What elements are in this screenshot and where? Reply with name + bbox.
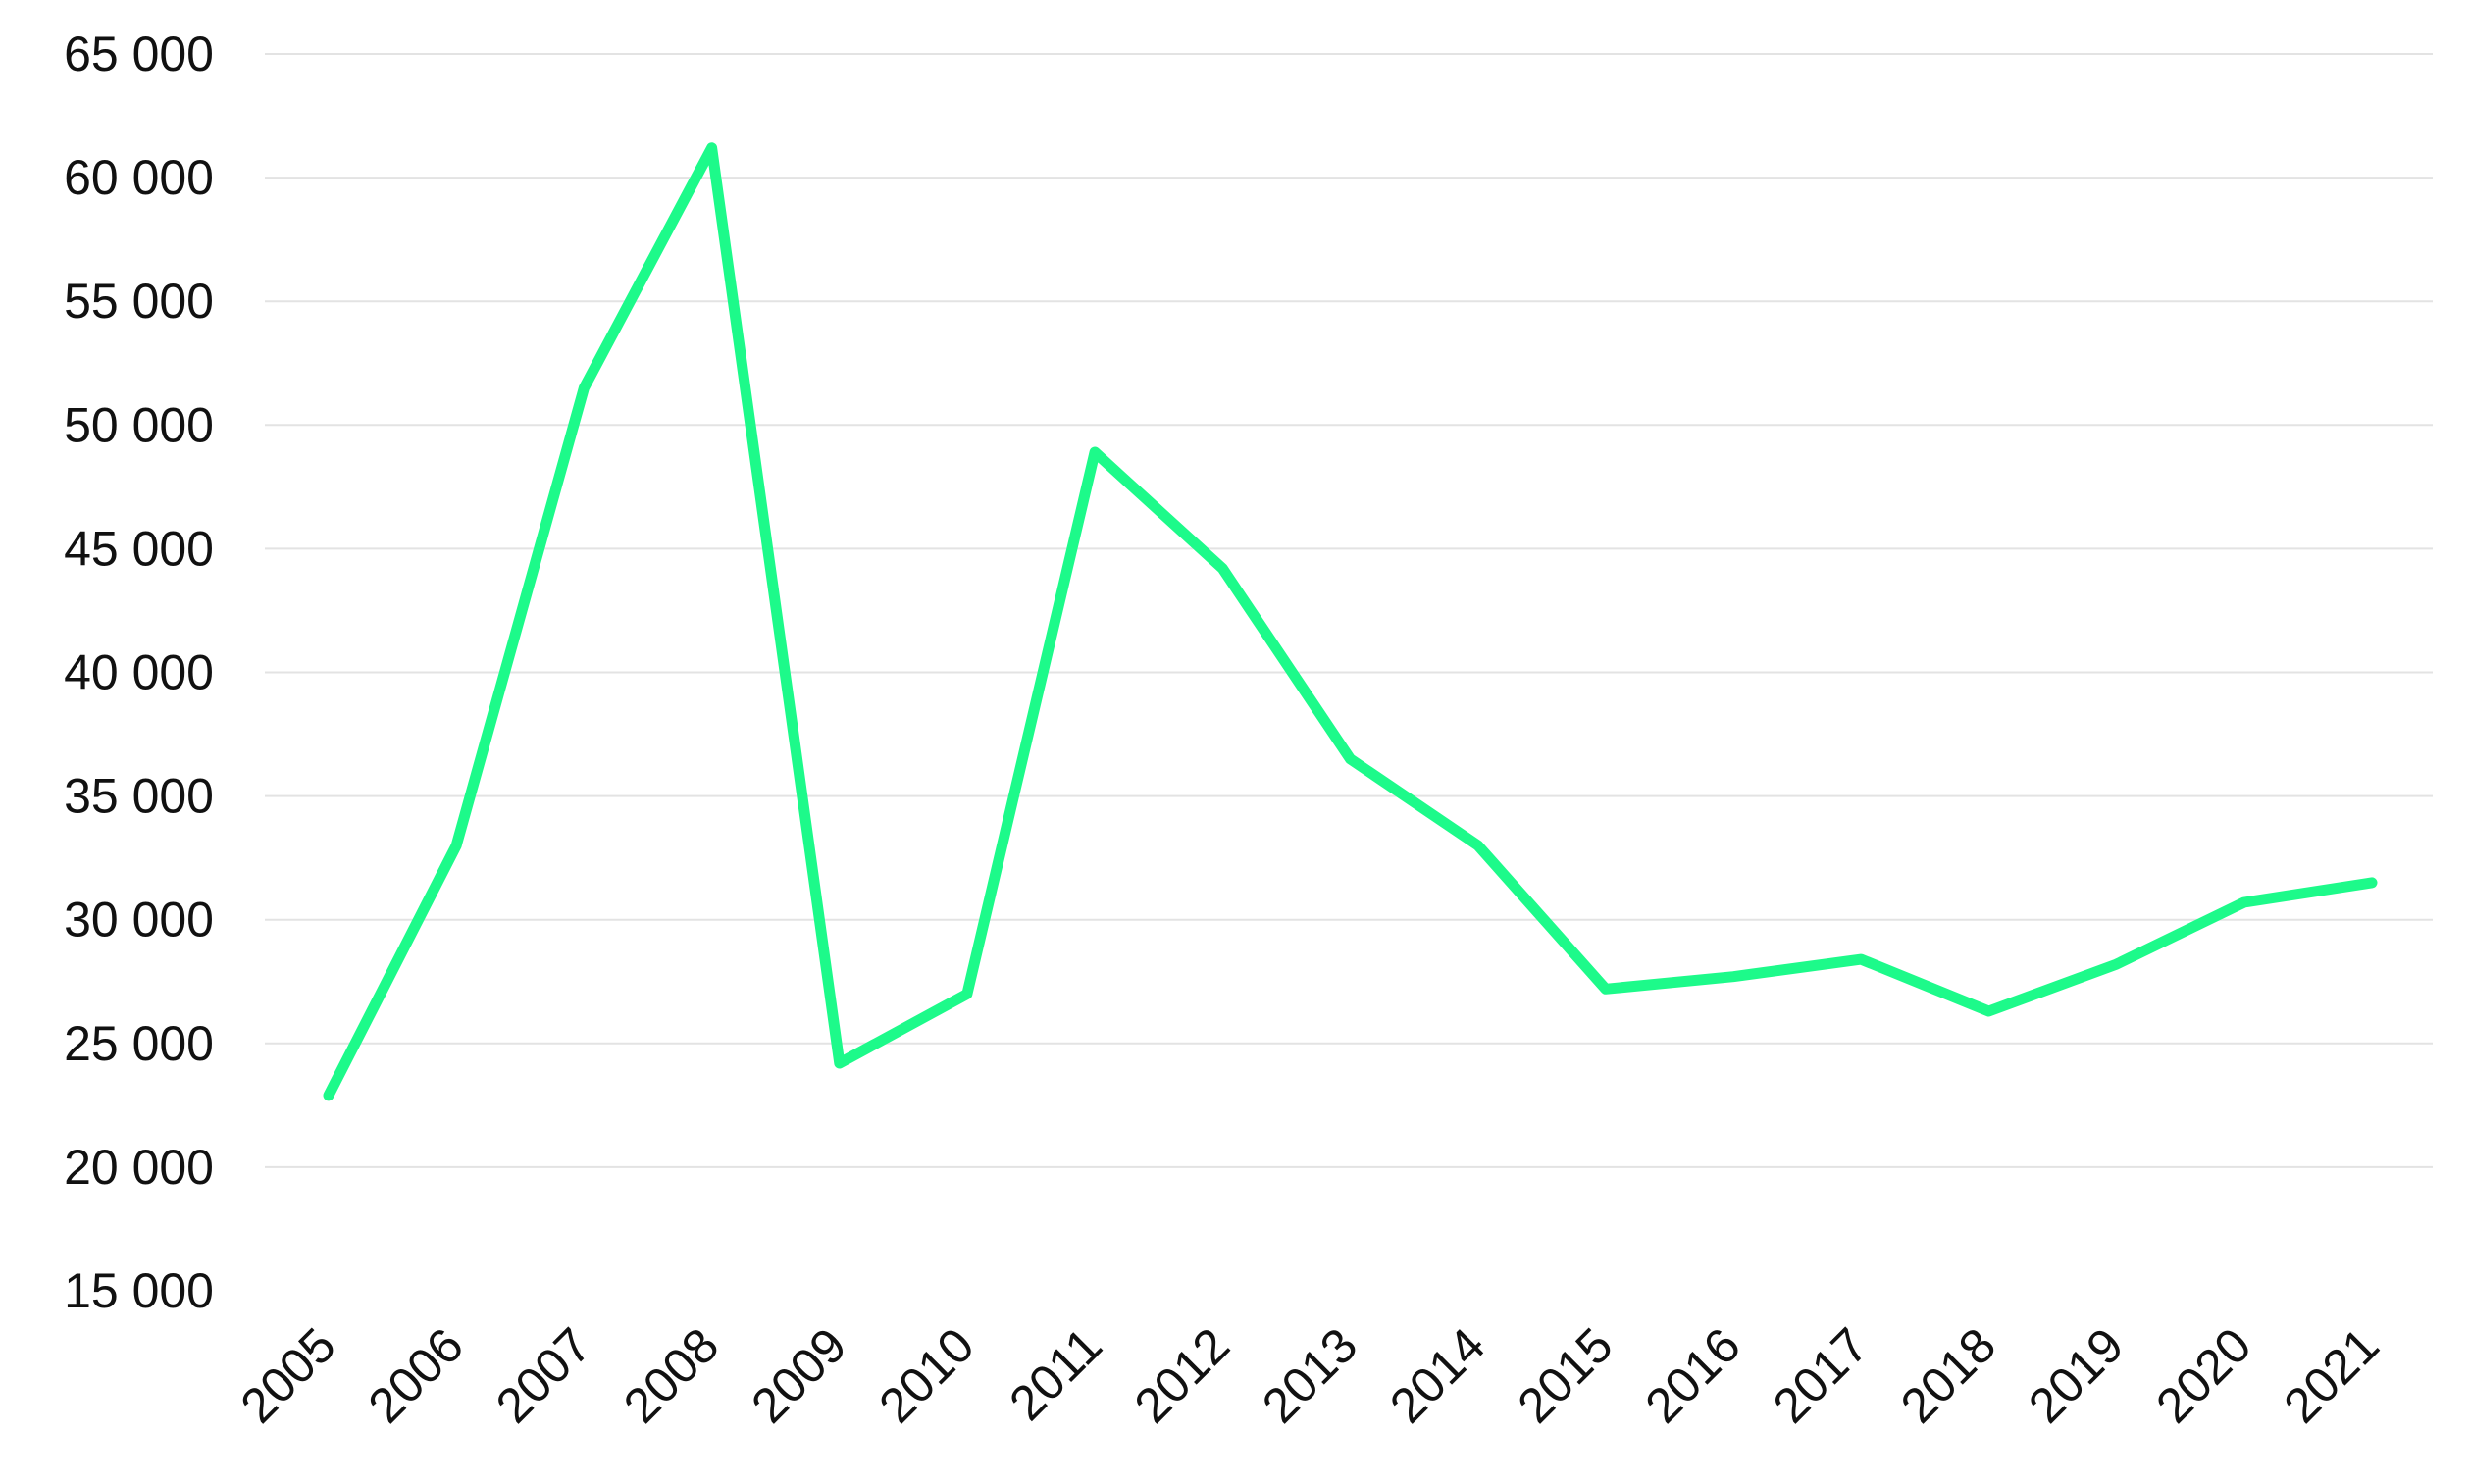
series-lines xyxy=(323,142,2378,1101)
x-tick-label: 2015 xyxy=(1507,1317,1622,1433)
x-axis-tick-labels: 2005 2006 2007 2008 2009 2010 2011 2012 2013 2014… xyxy=(231,1317,2390,1433)
y-tick-label: 50 000 xyxy=(64,397,214,452)
y-tick-label: 45 000 xyxy=(64,521,214,576)
x-tick-label: 2021 xyxy=(2274,1317,2390,1433)
y-tick-label: 35 000 xyxy=(64,769,214,824)
x-tick-label: 2014 xyxy=(1379,1317,1495,1433)
y-tick-label: 65 000 xyxy=(64,26,214,81)
x-tick-label: 2008 xyxy=(613,1317,729,1433)
x-tick-label: 2012 xyxy=(1124,1317,1240,1433)
x-tick-label: 2018 xyxy=(1890,1317,2006,1433)
y-tick-label: 20 000 xyxy=(64,1140,214,1195)
y-tick-label: 30 000 xyxy=(64,893,214,947)
y-tick-label: 15 000 xyxy=(64,1263,214,1318)
x-tick-label: 2009 xyxy=(741,1317,856,1433)
y-tick-label: 40 000 xyxy=(64,645,214,700)
y-tick-label: 60 000 xyxy=(64,150,214,205)
x-tick-label: 2013 xyxy=(1252,1317,1367,1433)
y-axis-tick-labels: 15 000 20 000 25 000 30 000 35 000 40 000 45 0… xyxy=(64,26,214,1318)
x-tick-label: 2016 xyxy=(1635,1317,1751,1433)
x-tick-label: 2019 xyxy=(2018,1317,2134,1433)
grid-lines xyxy=(265,53,2433,1168)
x-tick-label: 2010 xyxy=(868,1317,984,1433)
y-tick-label: 25 000 xyxy=(64,1016,214,1071)
x-tick-label: 2006 xyxy=(358,1317,474,1433)
x-tick-label: 2005 xyxy=(231,1317,346,1433)
x-tick-label: 2011 xyxy=(999,1317,1112,1431)
x-tick-label: 2007 xyxy=(486,1317,601,1433)
y-tick-label: 55 000 xyxy=(64,274,214,329)
x-tick-label: 2017 xyxy=(1763,1317,1878,1433)
series-line xyxy=(323,142,2378,1101)
x-tick-label: 2020 xyxy=(2145,1317,2261,1433)
